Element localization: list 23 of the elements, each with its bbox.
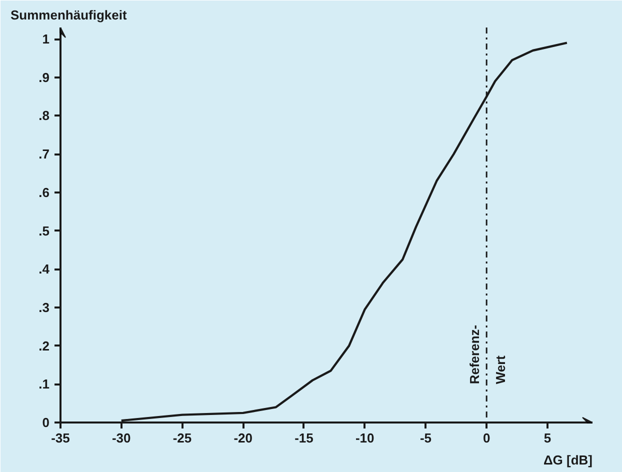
y-tick-label: .5 <box>38 223 50 238</box>
y-axis-title: Summenhäufigkeit <box>10 8 128 22</box>
y-tick-label: .2 <box>38 338 50 354</box>
x-axis-title: ΔG [dB] <box>543 452 593 468</box>
x-tick-label: 0 <box>482 430 490 446</box>
y-tick-label: .3 <box>38 300 50 315</box>
x-tick-label: -10 <box>355 430 374 446</box>
x-tick-label: -20 <box>234 430 253 446</box>
y-tick-label: .9 <box>38 70 50 85</box>
y-tick-label: 0 <box>42 415 50 430</box>
y-tick-label: 1 <box>42 32 50 47</box>
y-tick-label: .1 <box>38 376 50 392</box>
x-tick-label: -15 <box>294 430 314 446</box>
x-tick-label: 5 <box>544 430 552 446</box>
y-tick-label: .7 <box>38 146 50 162</box>
ref-line-label: Referenz- Wert <box>467 324 508 384</box>
x-tick-label: -5 <box>420 430 432 446</box>
x-tick-label: -30 <box>112 430 131 446</box>
x-tick-label: -35 <box>51 430 70 446</box>
y-tick-label: .6 <box>38 184 50 200</box>
y-tick-label: .8 <box>38 108 50 124</box>
y-tick-label: .4 <box>38 262 50 277</box>
x-tick-label: -25 <box>172 430 192 446</box>
